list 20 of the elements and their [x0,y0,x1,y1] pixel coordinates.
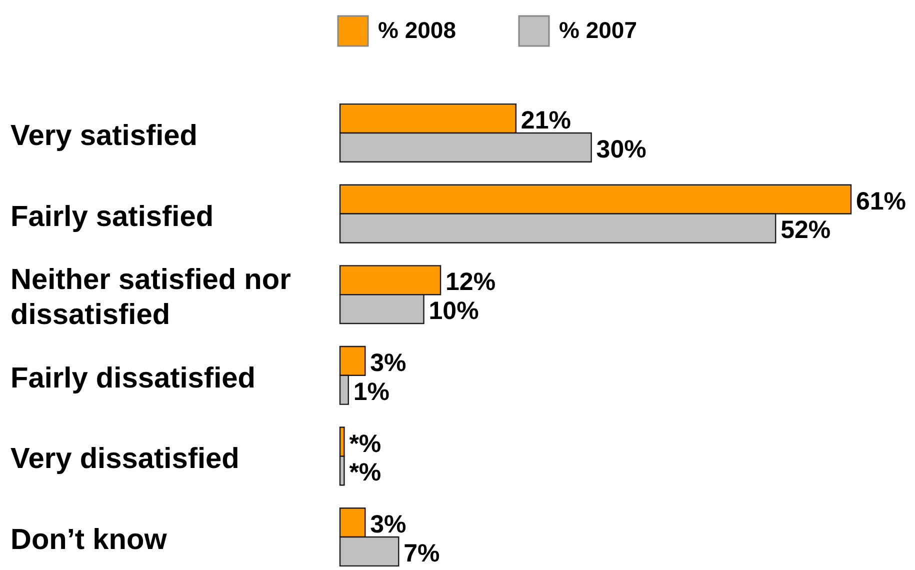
y-tick-label: Very dissatisfied [10,443,240,476]
data-label: 3% [370,348,406,377]
y-tick-label: Fairly dissatisfied [10,362,256,394]
y-tick-label: Fairly satisfied [10,200,214,233]
data-label: 10% [428,297,479,326]
data-label: 21% [520,106,571,135]
legend-label: % 2007 [559,17,638,43]
data-label: 7% [404,539,440,568]
y-tick-label: Very satisfied [10,120,198,152]
legend-label: % 2008 [378,17,456,43]
data-label: *% [349,458,382,487]
data-label: *% [349,430,382,458]
y-tick-label: Neither satisfied nor dissatisfied [10,264,291,332]
data-label: 12% [446,268,496,296]
y-tick-label: Don’t know [10,524,168,556]
data-label: 30% [596,135,646,164]
data-label: 1% [353,378,390,406]
data-label: 61% [856,187,906,216]
data-label: 3% [370,510,406,539]
data-label: 52% [780,216,831,244]
